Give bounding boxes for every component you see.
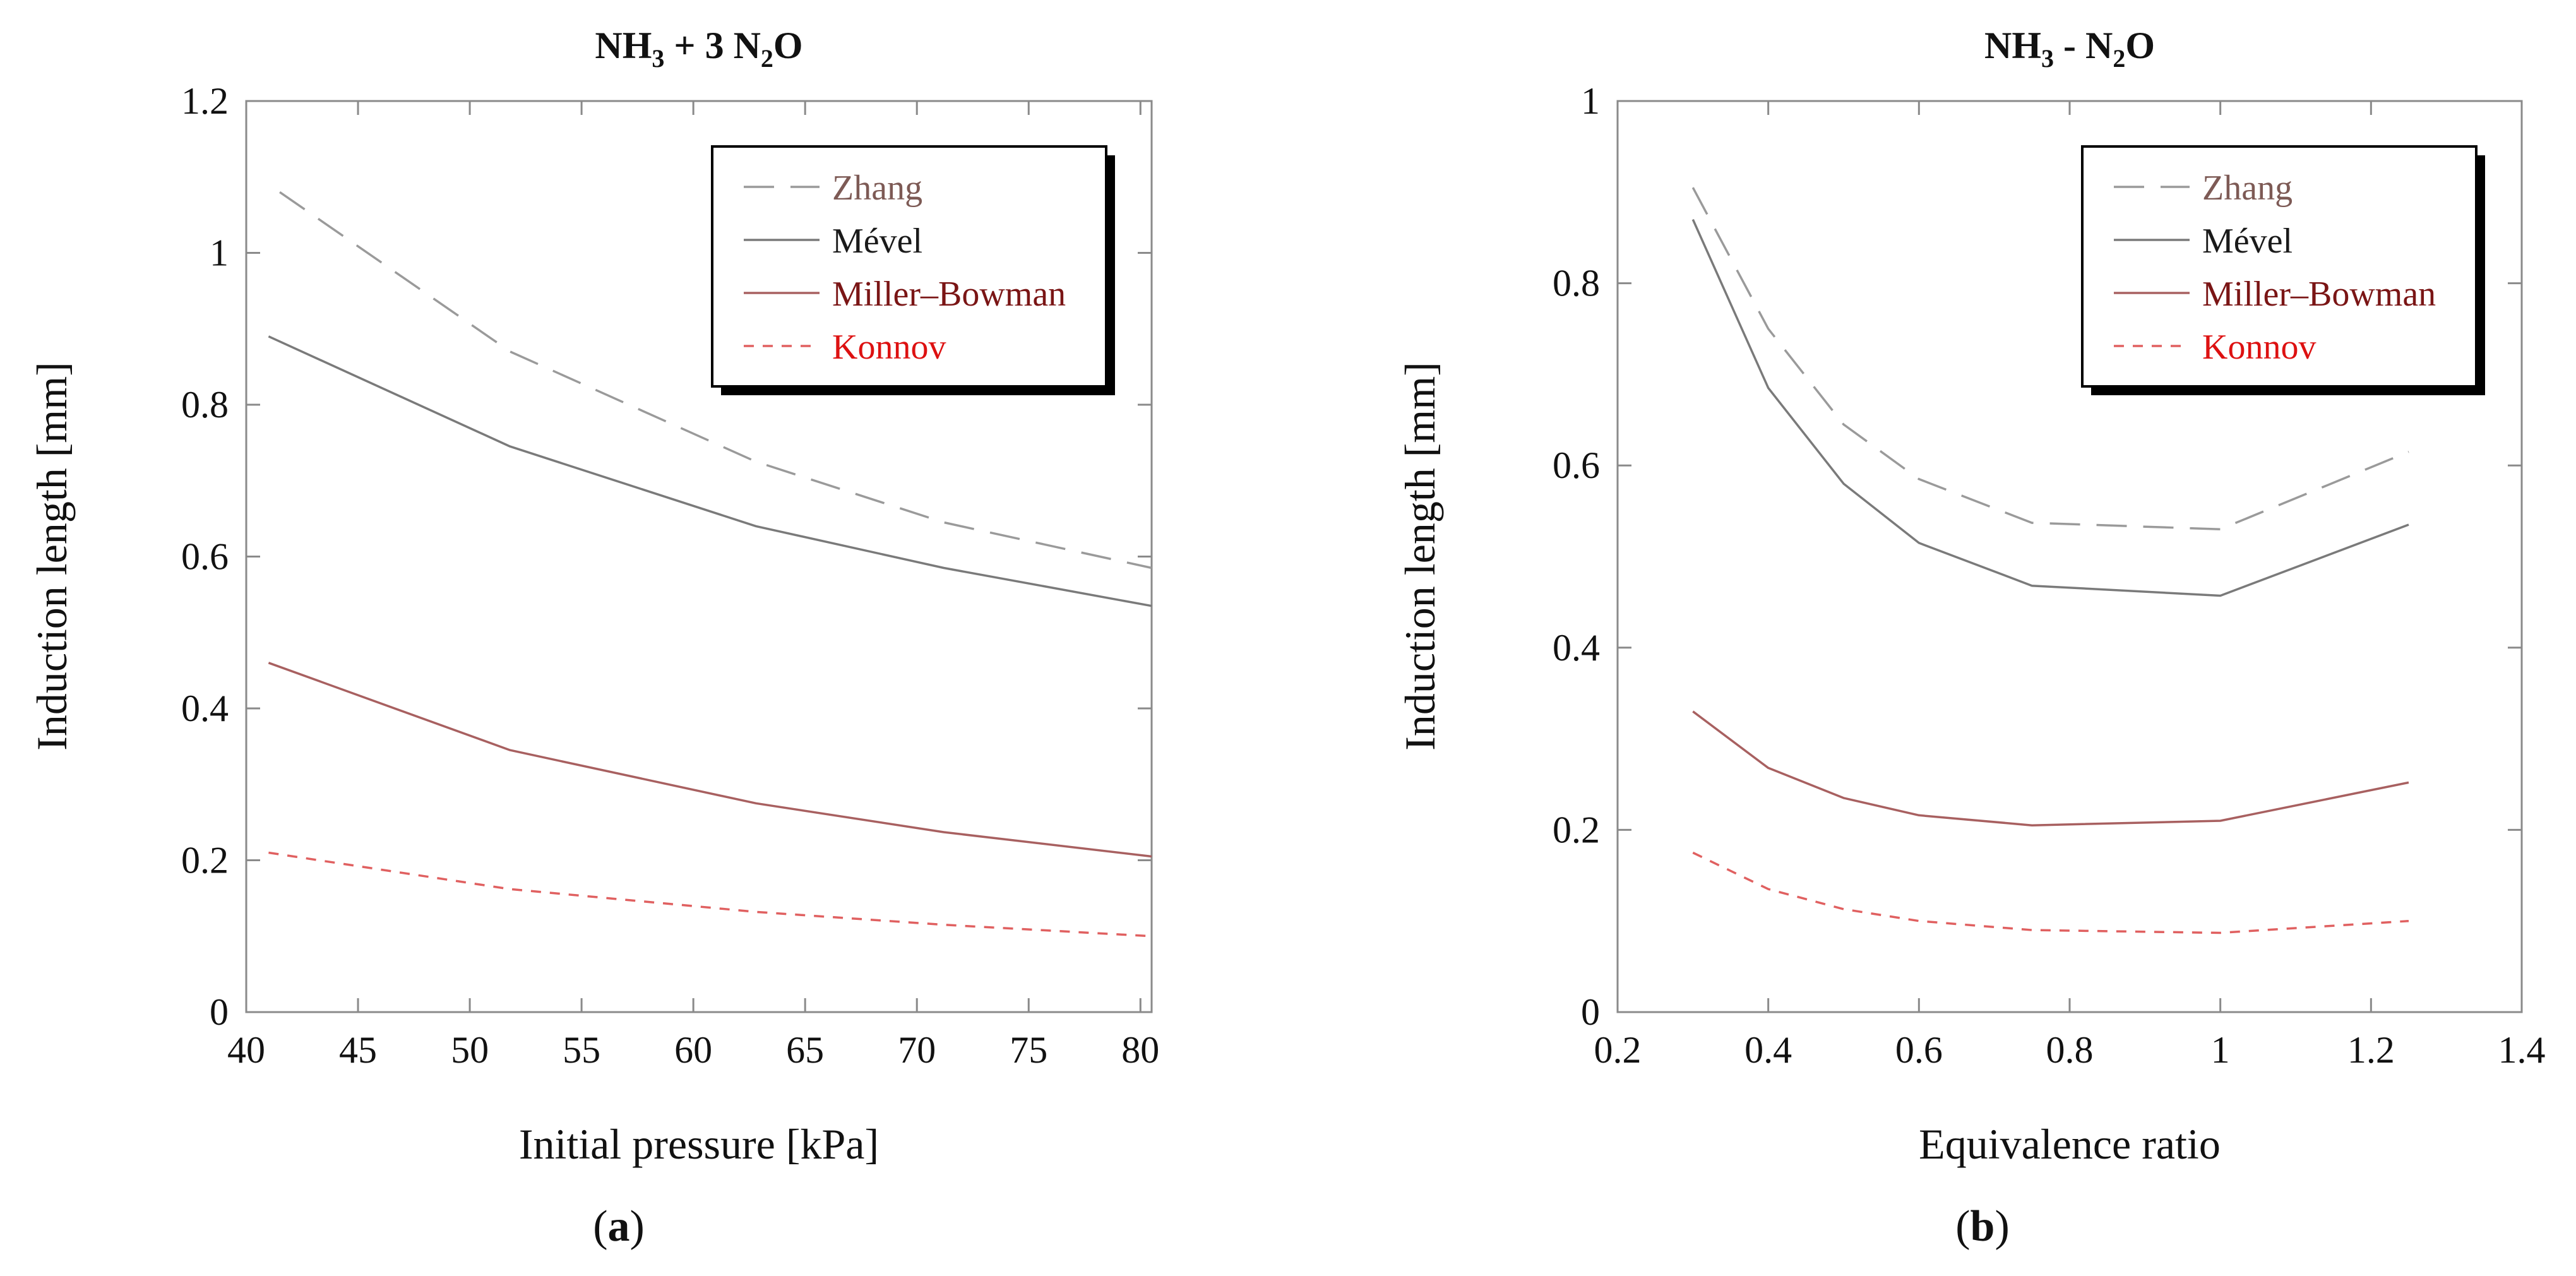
legend: Zhang Mével Miller–Bowman Konnov — [2081, 145, 2485, 395]
y-axis-title: Induction length [mm] — [28, 362, 76, 751]
legend-box — [711, 145, 1107, 388]
chart-panel-a: NH3 + 3 N2O 40 45 50 55 60 65 70 75 80 0 0.2 0.4 0.6 0… — [28, 25, 1159, 1251]
title-subscript: 3 — [2041, 44, 2054, 73]
panel-label-part: b — [1971, 1202, 1995, 1251]
chart-title: NH3 + 3 N2O — [595, 25, 802, 73]
y-tick-label: 0.8 — [181, 384, 229, 426]
series-line-miller-bowman — [1692, 710, 2409, 826]
series-line-m-vel — [1691, 218, 2409, 597]
x-tick-label: 80 — [1121, 1029, 1159, 1071]
legend-label: Mével — [832, 222, 922, 261]
series-line-konnov — [1692, 851, 2409, 934]
legend-box — [2081, 145, 2478, 388]
x-tick-label: 0.6 — [1895, 1029, 1943, 1071]
y-tick-label: 0.4 — [1553, 627, 1600, 669]
y-axis-title: Induction length [mm] — [1396, 362, 1444, 751]
legend-label: Miller–Bowman — [832, 275, 1066, 314]
x-tick-label: 0.2 — [1594, 1029, 1642, 1071]
title-subscript: 2 — [2113, 44, 2125, 73]
panel-label-part: ( — [1955, 1202, 1970, 1251]
y-tick-label: 0 — [1581, 991, 1600, 1033]
title-text: - N — [2054, 25, 2113, 66]
x-tick-label: 50 — [451, 1029, 489, 1071]
panel-label-part: ) — [630, 1202, 645, 1251]
x-tick-label: 65 — [786, 1029, 824, 1071]
legend-label: Zhang — [832, 169, 922, 208]
panel-label-part: a — [608, 1202, 630, 1251]
series-line-konnov — [268, 851, 1152, 938]
y-tick-label: 0.8 — [1553, 263, 1600, 304]
y-tick-label: 0.2 — [181, 840, 229, 881]
y-tick-label: 1.2 — [181, 80, 229, 122]
series-line-m-vel — [268, 335, 1152, 607]
title-text: O — [2125, 25, 2155, 66]
x-tick-label: 0.4 — [1744, 1029, 1792, 1071]
x-tick-label: 1.2 — [2347, 1029, 2395, 1071]
y-tick-label: 0.2 — [1553, 809, 1600, 850]
panel-label: (b) — [1955, 1202, 2010, 1251]
x-tick-label: 75 — [1010, 1029, 1047, 1071]
y-tick-label: 1 — [210, 232, 229, 274]
x-axis-title: Initial pressure [kPa] — [519, 1120, 879, 1168]
x-tick-label: 60 — [674, 1029, 712, 1071]
x-tick-label: 1.4 — [2498, 1029, 2546, 1071]
title-text: NH — [595, 25, 652, 66]
series-line-miller-bowman — [268, 662, 1152, 858]
title-text: + 3 N — [664, 25, 761, 66]
title-text: O — [773, 25, 803, 66]
y-tick-label: 0.6 — [1553, 444, 1600, 486]
panel-label: (a) — [593, 1202, 645, 1251]
x-axis-title: Equivalence ratio — [1919, 1120, 2221, 1168]
y-tick-label: 0.6 — [181, 536, 229, 578]
legend-label: Zhang — [2202, 169, 2293, 208]
legend-label: Miller–Bowman — [2202, 275, 2436, 314]
y-tick-label: 0.4 — [181, 688, 229, 729]
x-tick-label: 45 — [339, 1029, 377, 1071]
chart-title: NH3 - N2O — [1984, 25, 2155, 73]
y-tick-label: 1 — [1581, 80, 1600, 122]
series-line-zhang — [1691, 187, 2409, 530]
x-tick-label: 0.8 — [2046, 1029, 2094, 1071]
title-subscript: 3 — [652, 44, 664, 73]
title-subscript: 2 — [761, 44, 773, 73]
legend-label: Mével — [2202, 222, 2293, 261]
legend: Zhang Mével Miller–Bowman Konnov — [711, 145, 1115, 395]
legend-label: Konnov — [2202, 328, 2316, 367]
panel-label-part: ( — [593, 1202, 607, 1251]
x-tick-label: 55 — [563, 1029, 600, 1071]
x-tick-label: 40 — [227, 1029, 265, 1071]
x-tick-label: 1 — [2211, 1029, 2230, 1071]
series-line-zhang — [279, 191, 1152, 569]
title-text: NH — [1984, 25, 2041, 66]
x-tick-label: 70 — [898, 1029, 936, 1071]
y-tick-label: 0 — [210, 991, 229, 1033]
legend-label: Konnov — [832, 328, 946, 367]
panel-label-part: ) — [1995, 1202, 2009, 1251]
